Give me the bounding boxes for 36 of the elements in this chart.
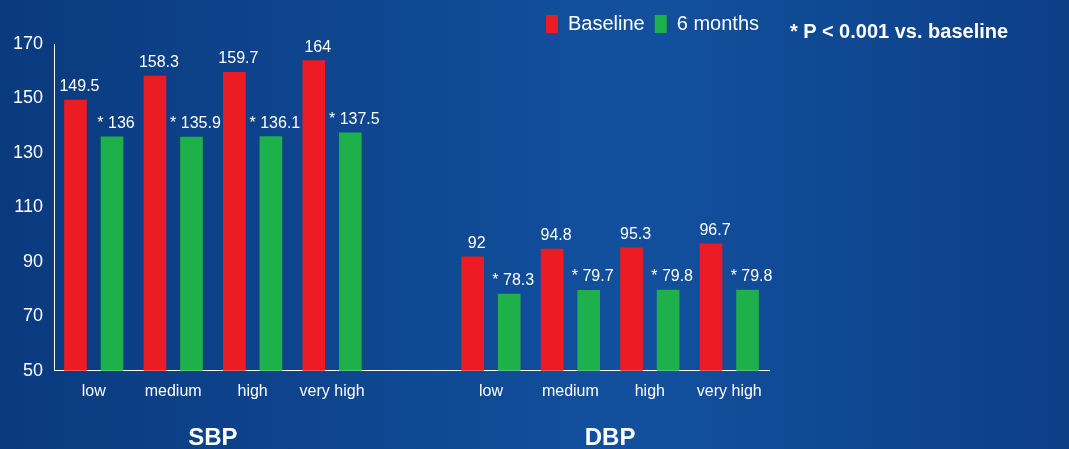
data-label: * 79.7: [571, 267, 614, 285]
data-label: * 79.8: [730, 267, 773, 285]
text: DBP: [584, 423, 636, 449]
y-tick-label: 70: [23, 305, 44, 326]
x-tick-label: high: [634, 381, 665, 399]
legend-label: Baseline: [568, 11, 645, 34]
data-label: 96.7: [699, 221, 731, 239]
y-tick-label: 150: [12, 87, 44, 108]
y-tick-label: 50: [23, 359, 44, 380]
data-label: * 135.9: [170, 114, 221, 132]
data-label: 95.3: [620, 224, 652, 242]
x-tick-label: low: [81, 381, 107, 399]
data-label: 164: [304, 37, 332, 55]
data-label: * 78.3: [492, 271, 535, 289]
text: SBP: [188, 423, 238, 449]
legend-label: 6 months: [676, 11, 759, 34]
data-label: 149.5: [59, 77, 100, 95]
data-label: * 137.5: [328, 109, 380, 127]
y-tick-label: 170: [12, 32, 44, 53]
data-label: * 136.1: [249, 113, 301, 131]
y-tick-label: 110: [14, 196, 44, 217]
data-label: 92: [467, 233, 486, 251]
x-tick-label: low: [478, 381, 504, 399]
y-tick-label: 90: [23, 250, 44, 271]
data-label: * 79.8: [651, 267, 694, 285]
text: * P < 0.001 vs. baseline: [790, 20, 1009, 43]
x-tick-label: medium: [541, 381, 599, 399]
data-label: 94.8: [540, 226, 572, 244]
x-tick-label: high: [237, 381, 268, 399]
data-label: 158.3: [138, 53, 180, 71]
y-tick-label: 130: [12, 141, 44, 162]
x-tick-label: very high: [299, 381, 365, 399]
data-label: 159.7: [218, 49, 259, 67]
data-label: * 136: [97, 114, 135, 131]
x-tick-label: medium: [144, 381, 202, 399]
x-tick-label: very high: [696, 381, 762, 399]
